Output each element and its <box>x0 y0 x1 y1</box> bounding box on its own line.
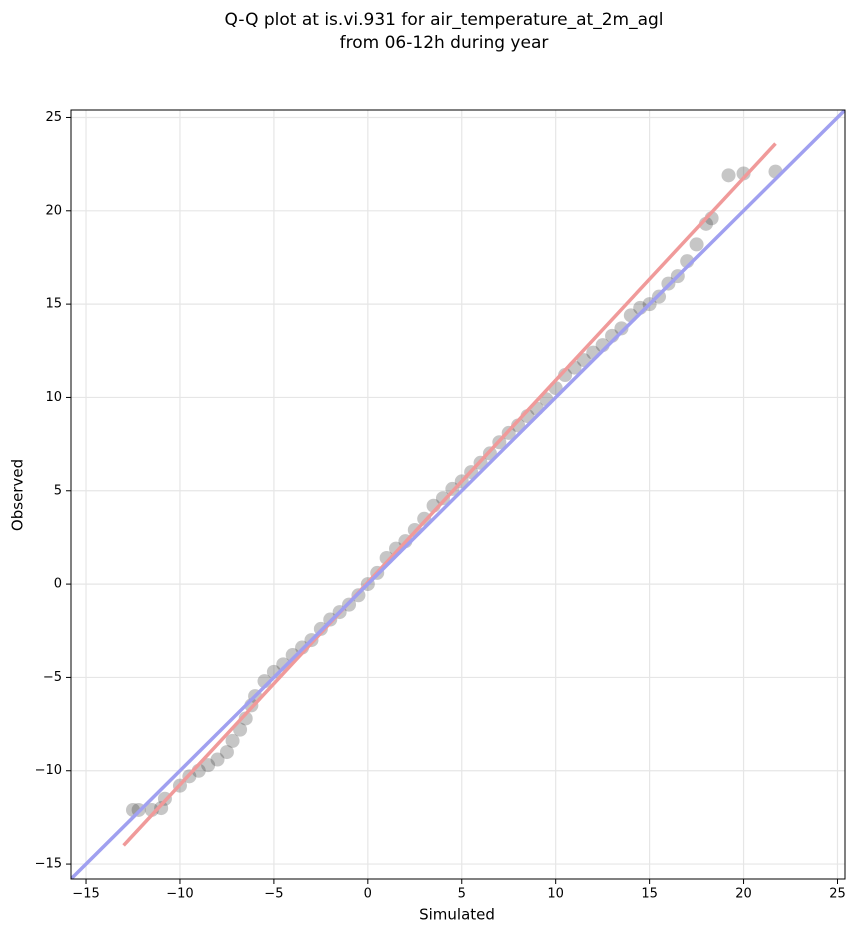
y-tick-label: 5 <box>54 483 62 498</box>
x-tick-label: 10 <box>547 887 564 902</box>
grid <box>71 110 845 879</box>
qq-point <box>689 237 704 252</box>
x-tick-label: 25 <box>829 887 846 902</box>
qq-point <box>154 801 169 816</box>
x-tick-label: −5 <box>264 887 283 902</box>
plot-area <box>71 110 845 879</box>
reference-line <box>71 110 845 879</box>
qq-point <box>219 745 234 760</box>
x-tick-label: −15 <box>72 887 99 902</box>
x-axis-label: Simulated <box>419 906 495 924</box>
x-tick-label: 5 <box>458 887 466 902</box>
x-tick-label: −10 <box>166 887 193 902</box>
qq-point <box>210 752 225 767</box>
y-tick-label: −5 <box>43 670 62 685</box>
axes-frame <box>70 109 846 880</box>
reference-line <box>122 142 777 847</box>
chart-title: from 06-12h during year <box>340 33 549 53</box>
x-tick-label: 0 <box>364 887 372 902</box>
qq-point <box>736 166 751 181</box>
qq-point <box>614 321 629 336</box>
y-tick-label: −15 <box>35 857 62 872</box>
qq-point <box>721 168 736 183</box>
y-tick-label: 10 <box>45 390 62 405</box>
qq-point <box>238 711 253 726</box>
y-tick-label: 15 <box>45 297 62 312</box>
qq-point <box>201 758 216 773</box>
x-tick-label: 15 <box>641 887 658 902</box>
y-axis-label: Observed <box>9 459 27 531</box>
y-tick-label: 0 <box>54 577 62 592</box>
y-tick-label: −10 <box>35 763 62 778</box>
y-tick-label: 20 <box>45 203 62 218</box>
y-tick-label: 25 <box>45 110 62 125</box>
chart-title: Q-Q plot at is.vi.931 for air_temperatur… <box>224 10 663 30</box>
x-tick-label: 20 <box>735 887 752 902</box>
qq-point <box>225 733 240 748</box>
qq-point <box>435 491 450 506</box>
